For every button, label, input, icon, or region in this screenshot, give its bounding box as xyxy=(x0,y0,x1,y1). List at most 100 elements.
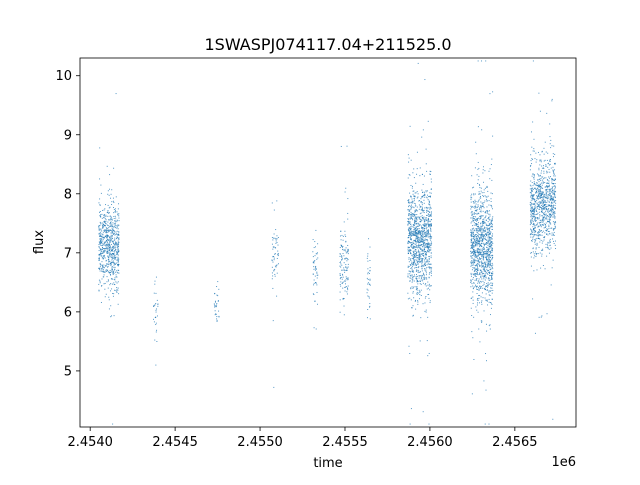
data-point xyxy=(116,233,117,235)
data-point xyxy=(430,268,432,270)
data-point xyxy=(477,235,479,237)
data-point xyxy=(110,234,112,236)
data-point xyxy=(545,222,547,224)
data-point xyxy=(412,270,414,272)
data-point xyxy=(532,60,534,62)
data-point xyxy=(413,251,415,253)
data-point xyxy=(541,207,543,209)
data-point xyxy=(539,159,541,161)
data-point xyxy=(488,254,490,256)
data-point xyxy=(542,192,544,194)
data-point xyxy=(413,168,415,170)
data-point xyxy=(555,222,557,224)
data-point xyxy=(111,189,113,191)
data-point xyxy=(421,268,423,270)
data-point xyxy=(114,234,116,236)
data-point xyxy=(539,178,541,180)
data-point xyxy=(555,248,557,250)
data-point xyxy=(117,228,119,230)
data-point xyxy=(117,248,119,250)
data-point xyxy=(420,256,422,258)
data-point xyxy=(428,246,430,248)
data-point xyxy=(343,255,345,257)
data-point xyxy=(534,203,536,205)
data-point xyxy=(102,251,104,253)
data-point xyxy=(339,255,341,257)
data-point xyxy=(108,229,110,231)
data-point xyxy=(490,231,492,233)
data-point xyxy=(541,200,543,202)
data-point xyxy=(535,207,537,209)
data-point xyxy=(477,250,479,252)
data-point xyxy=(276,295,278,297)
data-point xyxy=(472,273,474,275)
data-point xyxy=(428,204,430,206)
data-point xyxy=(419,275,421,277)
data-point xyxy=(542,221,544,223)
data-point xyxy=(554,188,556,190)
data-point xyxy=(427,235,429,237)
data-point xyxy=(490,246,492,248)
data-point xyxy=(424,224,426,226)
data-point xyxy=(483,276,485,278)
data-point xyxy=(489,233,491,235)
data-point xyxy=(423,224,425,226)
data-point xyxy=(109,188,110,190)
data-point xyxy=(412,247,414,249)
data-point xyxy=(117,264,119,266)
data-point xyxy=(530,228,532,230)
data-point xyxy=(476,243,478,245)
data-point xyxy=(344,248,346,250)
data-point xyxy=(102,243,104,245)
data-point xyxy=(486,252,488,254)
data-point xyxy=(475,222,477,224)
data-point xyxy=(415,253,417,255)
data-point xyxy=(543,206,545,208)
data-point xyxy=(316,284,318,286)
data-point xyxy=(428,200,430,202)
data-point xyxy=(100,214,102,216)
data-point xyxy=(426,190,428,192)
data-point xyxy=(472,241,474,243)
data-point xyxy=(487,265,489,267)
data-point xyxy=(477,168,479,170)
data-point xyxy=(429,230,431,232)
data-point xyxy=(534,209,536,211)
data-point xyxy=(485,224,487,226)
data-point xyxy=(479,237,481,239)
data-point xyxy=(534,219,536,221)
data-point xyxy=(541,151,543,153)
data-point xyxy=(479,258,481,260)
data-point xyxy=(477,161,479,163)
data-point xyxy=(537,203,539,205)
data-point xyxy=(472,288,474,290)
data-point xyxy=(343,269,345,271)
data-point xyxy=(416,257,418,259)
data-point xyxy=(536,244,538,246)
data-point xyxy=(487,269,489,271)
data-point xyxy=(476,220,478,222)
data-point xyxy=(481,278,483,280)
data-point xyxy=(530,229,532,231)
data-point xyxy=(110,219,112,221)
data-point xyxy=(530,236,532,238)
data-point xyxy=(484,286,486,288)
data-point xyxy=(412,280,414,282)
data-point xyxy=(481,249,483,251)
data-point xyxy=(424,251,425,253)
data-point xyxy=(214,314,216,316)
data-point xyxy=(475,234,477,236)
data-point xyxy=(342,298,344,300)
data-point xyxy=(540,187,542,189)
data-point xyxy=(531,216,533,218)
data-point xyxy=(480,231,482,233)
data-point xyxy=(104,250,106,252)
data-point xyxy=(470,205,472,207)
data-point xyxy=(540,234,542,236)
data-point xyxy=(541,315,543,317)
data-point xyxy=(531,229,533,231)
data-point xyxy=(113,212,115,214)
data-point xyxy=(534,216,536,218)
data-point xyxy=(419,283,421,285)
data-point xyxy=(480,276,482,278)
